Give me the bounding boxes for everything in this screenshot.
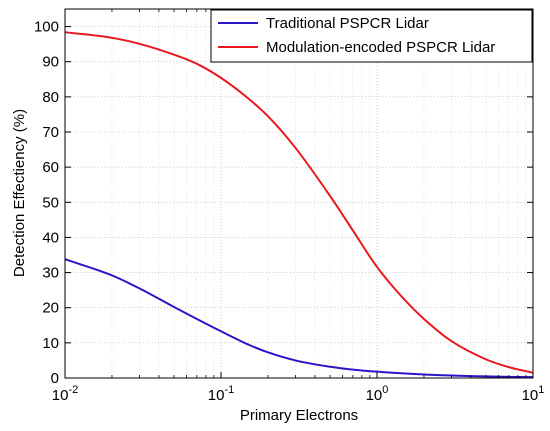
legend: Traditional PSPCR Lidar Modulation-encod… <box>210 9 533 63</box>
y-tick-label: 90 <box>42 54 59 71</box>
legend-label-modulation: Modulation-encoded PSPCR Lidar <box>266 39 495 56</box>
y-tick-label: 100 <box>34 19 59 36</box>
legend-label-traditional: Traditional PSPCR Lidar <box>266 15 429 32</box>
y-tick-label: 80 <box>42 89 59 106</box>
legend-box <box>210 9 533 63</box>
y-tick-label: 20 <box>42 300 59 317</box>
y-tick-label: 70 <box>42 124 59 141</box>
y-tick-label: 50 <box>42 194 59 211</box>
x-tick-label: 10-1 <box>208 384 234 404</box>
plot-frame <box>64 8 534 379</box>
x-axis-label: Primary Electrons <box>240 407 358 424</box>
series-line-modulation <box>64 31 534 374</box>
y-tick-label: 10 <box>42 335 59 352</box>
x-tick-label: 10-2 <box>52 384 78 404</box>
y-tick-label: 0 <box>51 370 59 387</box>
x-tick-label: 100 <box>366 384 389 404</box>
y-tick-label: 40 <box>42 229 59 246</box>
series-layer <box>64 31 534 379</box>
x-tick-labels: 10-2 10-1 100 101 <box>52 384 545 404</box>
plot-area <box>65 9 533 378</box>
y-tick-label: 60 <box>42 159 59 176</box>
y-tick-labels: 0 10 20 30 40 50 60 70 80 90 100 <box>34 19 59 387</box>
x-tick-label: 101 <box>522 384 545 404</box>
y-axis-label: Detection Effectiency (%) <box>11 109 28 277</box>
y-tick-label: 30 <box>42 265 59 282</box>
series-line-traditional <box>64 258 534 379</box>
